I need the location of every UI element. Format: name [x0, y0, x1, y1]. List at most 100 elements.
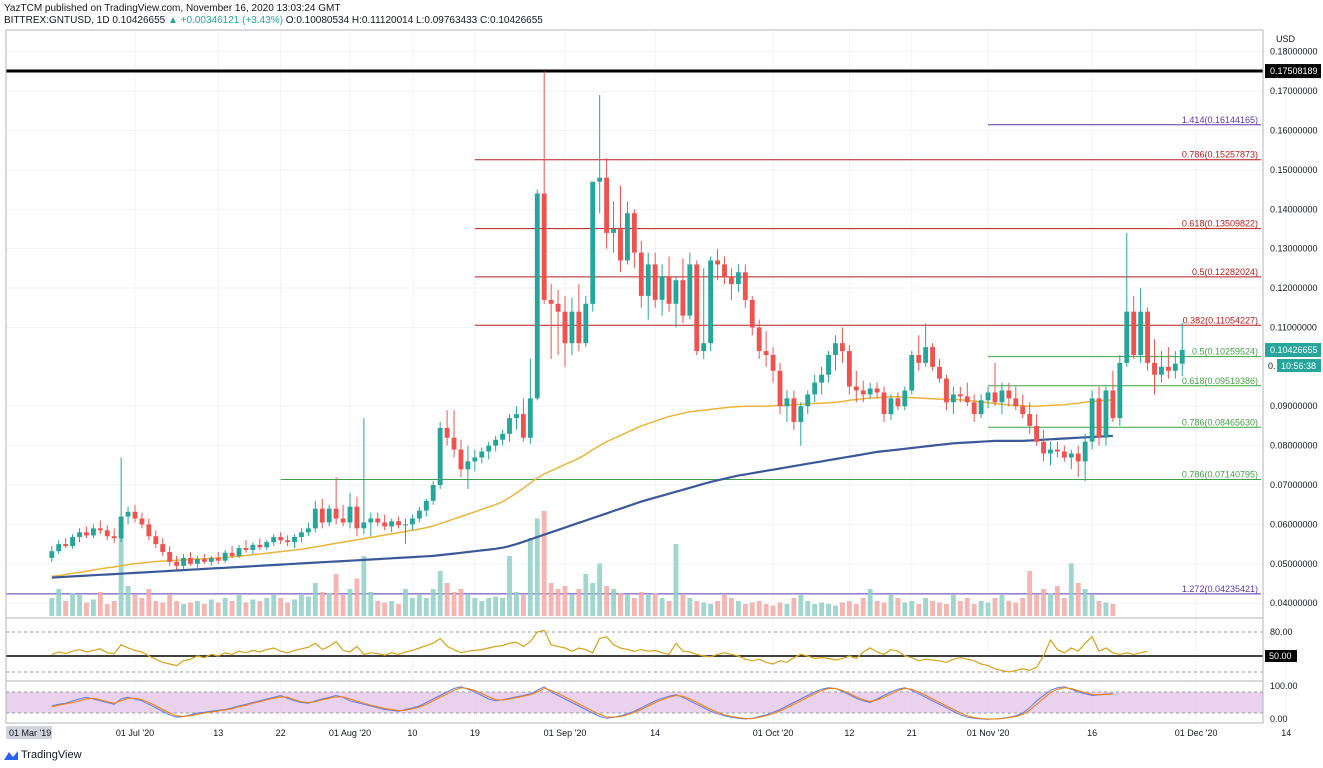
candle — [638, 240, 644, 308]
volume-bar — [1075, 583, 1081, 616]
candle-body — [1061, 451, 1067, 458]
candle-body — [215, 557, 221, 561]
candle-body — [583, 303, 589, 344]
volume-bar — [777, 602, 783, 616]
time-label: 14 — [1281, 728, 1291, 738]
candle — [132, 504, 138, 523]
candle-body — [1054, 449, 1060, 452]
candle — [194, 555, 200, 568]
candle-body — [659, 276, 665, 300]
candle — [867, 382, 873, 399]
candle — [208, 555, 214, 566]
volume-bar — [853, 604, 859, 616]
candle — [278, 532, 284, 545]
volume-bar — [90, 599, 96, 616]
candle — [1068, 449, 1074, 470]
candle — [874, 382, 880, 399]
time-label: 21 — [907, 728, 917, 738]
candle-body — [444, 427, 450, 438]
volume-bar — [403, 589, 408, 616]
volume-bar — [916, 604, 922, 616]
volume-bar — [278, 598, 284, 616]
candle-body — [604, 177, 610, 233]
ohlc-values: O:0.10080534 H:0.11120014 L:0.09763433 C… — [285, 15, 543, 26]
candle-body — [77, 532, 82, 538]
volume-bar — [846, 601, 852, 616]
candle-body — [846, 351, 852, 387]
volume-bar — [722, 595, 727, 616]
candle — [486, 441, 492, 460]
candle-body — [472, 457, 478, 462]
candle — [229, 546, 235, 558]
candle-body — [1172, 363, 1178, 371]
candle — [1075, 445, 1081, 478]
candle — [84, 526, 89, 539]
price-tick: 0.07000000 — [1270, 480, 1318, 490]
partial-price-label: 0. — [1268, 361, 1276, 371]
candle-body — [930, 347, 936, 367]
volume-bar — [153, 601, 159, 616]
candle-body — [278, 537, 284, 541]
candle — [624, 201, 630, 265]
rsi-pane[interactable]: 80.00 50.00 — [6, 627, 1297, 673]
volume-bar — [860, 598, 866, 616]
last-price: 0.10426655 — [112, 15, 166, 26]
volume-bar — [312, 583, 318, 616]
candle — [500, 429, 506, 446]
candle-body — [389, 521, 395, 527]
volume-bar — [548, 583, 554, 616]
candle-body — [833, 343, 838, 356]
time-label: 01 Nov '20 — [967, 728, 1010, 738]
time-axis[interactable]: 01 Mar '19 01 Jul '20 13 22 01 Aug '20 10 19 01… — [6, 726, 1291, 739]
volume-bar — [520, 595, 526, 616]
candle — [333, 477, 339, 525]
volume-bar — [84, 602, 89, 616]
candle-body — [569, 311, 575, 344]
candle-body — [798, 406, 804, 422]
price-axis[interactable]: USD 0.18000000 0.17000000 0.16000000 0.15000… — [1265, 34, 1321, 608]
candle-body — [292, 537, 297, 543]
resistance-label: 0.17508189 — [1270, 66, 1318, 76]
price-change: +0.00346121 (+3.43%) — [180, 15, 283, 26]
candle — [659, 264, 665, 316]
volume-bar — [215, 602, 221, 616]
candle — [139, 512, 145, 529]
candle-body — [749, 299, 755, 328]
volume-bar — [985, 602, 991, 616]
fib-label: 0.786(0.07140795) — [1182, 469, 1258, 479]
volume-bar — [437, 571, 443, 616]
tradingview-logo[interactable]: TradingView — [4, 749, 82, 761]
volume-bar — [687, 598, 693, 616]
fib-label: 0.786(0.15257873) — [1182, 150, 1258, 160]
up-arrow-icon: ▲ — [167, 15, 178, 26]
time-label: 10 — [407, 728, 417, 738]
volume-bar — [826, 604, 831, 616]
candle — [923, 323, 929, 367]
volume-bar — [1006, 601, 1012, 616]
candle — [1006, 382, 1012, 407]
candle-body — [236, 548, 242, 556]
candle-body — [631, 213, 637, 253]
volume-bar — [784, 604, 790, 616]
candle — [853, 370, 859, 403]
stoch-rsi-pane[interactable]: 100.00 0.00 — [6, 681, 1298, 724]
candle-body — [222, 552, 228, 561]
candle — [430, 481, 436, 505]
candle-body — [458, 449, 464, 470]
ma-slow-line — [51, 434, 1113, 579]
volume-bar — [839, 602, 845, 616]
volume-bar — [756, 601, 762, 616]
candle — [188, 551, 193, 566]
volume-bar — [77, 595, 82, 616]
candle-body — [1048, 449, 1053, 454]
countdown-bg — [1277, 359, 1321, 373]
candles[interactable] — [49, 71, 1185, 570]
candle-body — [555, 303, 561, 312]
candle — [645, 252, 651, 320]
fib-levels: 1.414(0.16144165) 0.786(0.15257873) 0.618(… — [6, 69, 1263, 595]
candle — [618, 185, 623, 273]
candle — [375, 512, 381, 527]
candle — [735, 264, 741, 292]
price-tick: 0.09000000 — [1270, 401, 1318, 411]
